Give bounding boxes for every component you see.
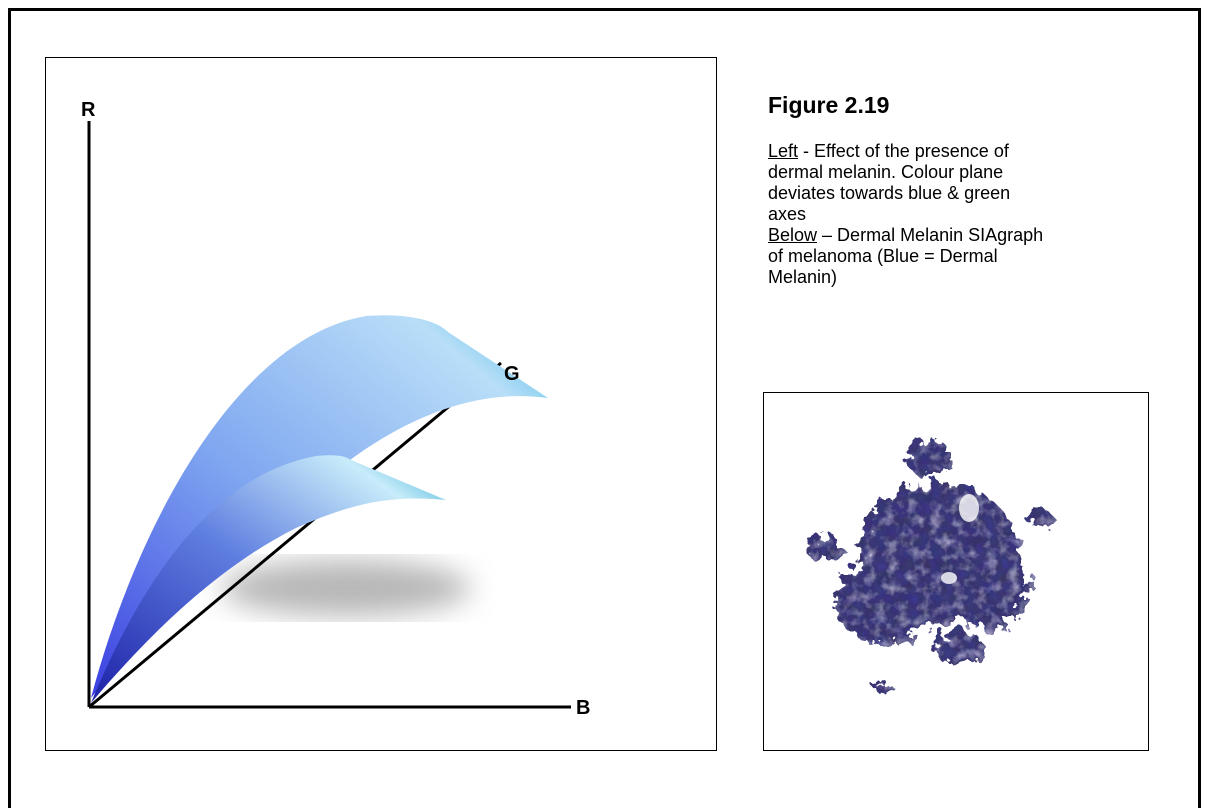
page: R G B Figure 2.19 Left - Effect of the p… bbox=[0, 0, 1211, 797]
caption-below: Below – Dermal Melanin SIAgraph of melan… bbox=[768, 225, 1048, 288]
figure-title: Figure 2.19 bbox=[768, 92, 1048, 119]
axis-label-b: B bbox=[576, 697, 590, 719]
rgb-plot: R G B bbox=[46, 58, 716, 750]
caption-left: Left - Effect of the presence of dermal … bbox=[768, 141, 1048, 225]
caption-label: Below bbox=[768, 225, 817, 245]
melanoma-blob bbox=[806, 438, 1053, 695]
shadow bbox=[221, 560, 471, 616]
axis-label-r: R bbox=[81, 99, 96, 121]
caption: Figure 2.19 Left - Effect of the presenc… bbox=[768, 92, 1048, 288]
caption-label: Left bbox=[768, 141, 798, 161]
caption-text: - Effect of the presence of dermal melan… bbox=[768, 141, 1010, 224]
melanoma-image bbox=[764, 393, 1148, 750]
melanoma-image-panel bbox=[763, 392, 1149, 751]
axis-label-g: G bbox=[504, 363, 520, 385]
rgb-plot-panel: R G B bbox=[45, 57, 717, 751]
